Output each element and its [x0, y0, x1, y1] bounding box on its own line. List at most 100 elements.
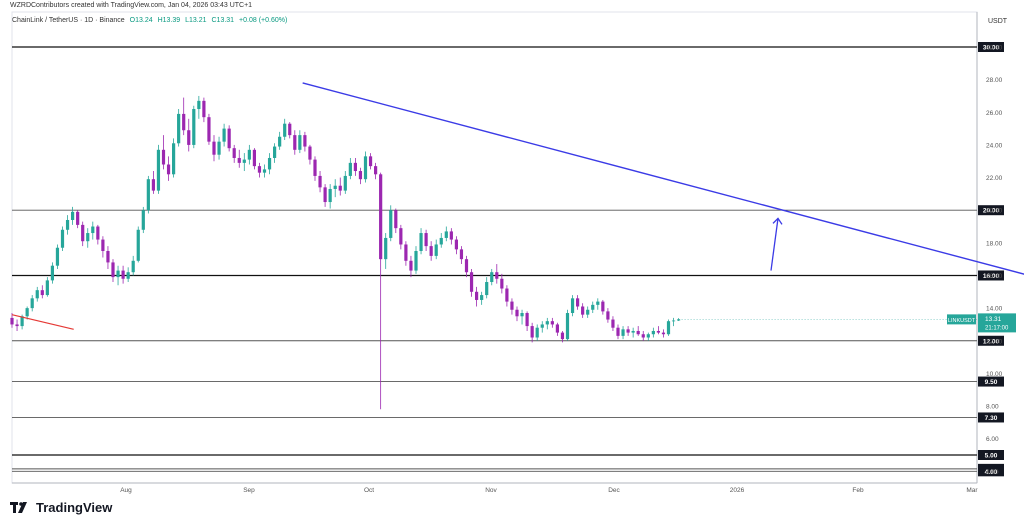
candle-body	[121, 270, 125, 279]
candle-body	[469, 272, 474, 292]
y-tick-label: 28.00	[986, 77, 1003, 84]
candle-body	[409, 260, 413, 271]
x-tick-label: 2026	[730, 487, 745, 494]
candle-body	[247, 149, 251, 160]
candle-body	[565, 313, 570, 340]
y-tick-label: 22.00	[986, 175, 1003, 182]
candle-body	[374, 166, 378, 175]
candle-body	[273, 146, 277, 158]
candle-body	[278, 136, 282, 147]
candle-body	[384, 237, 388, 260]
tradingview-brand-text: TradingView	[36, 500, 113, 515]
candle-body	[212, 141, 216, 155]
candle-body	[252, 149, 256, 167]
tradingview-branding: TradingView	[10, 500, 112, 515]
candle-body	[182, 113, 186, 131]
ohlc-low: L13.21	[185, 17, 207, 24]
candle-body	[60, 229, 65, 248]
level-price-label: 16.00	[983, 273, 1000, 280]
candle-body	[177, 113, 181, 144]
candle-body	[606, 311, 610, 320]
candle-body	[283, 123, 287, 137]
candle-body	[40, 290, 44, 296]
candle-body	[262, 169, 267, 173]
candle-body	[611, 319, 615, 328]
candle-body	[333, 185, 337, 189]
breakout-arrow[interactable]	[770, 218, 779, 271]
candle-body	[242, 159, 246, 163]
candle-body	[192, 109, 196, 145]
last-price-tag	[978, 313, 1016, 333]
candle-body	[671, 320, 676, 322]
candle-body	[389, 210, 393, 238]
candle-body	[25, 308, 29, 317]
x-tick-label: Mar	[966, 487, 978, 494]
descending-trendline[interactable]	[302, 82, 1024, 305]
candle-body	[621, 329, 625, 336]
candle-body	[76, 211, 80, 225]
candle-body	[267, 157, 272, 170]
candle-body	[358, 171, 363, 180]
candle-body	[661, 332, 666, 335]
candle-body	[343, 175, 347, 191]
candle-body	[490, 272, 494, 283]
level-price-label: 12.00	[983, 338, 1000, 345]
candle-body	[30, 298, 34, 309]
candle-body	[166, 164, 171, 175]
candle-body	[555, 324, 559, 333]
y-tick-label: 30.00	[986, 45, 1003, 52]
candle-body	[631, 330, 635, 333]
candle-body	[379, 174, 383, 260]
tradingview-logo-icon	[10, 501, 27, 513]
y-tick-label: 8.00	[986, 404, 999, 411]
y-tick-label: 24.00	[986, 142, 1003, 149]
candle-body	[515, 309, 519, 317]
candle-body	[530, 326, 534, 338]
y-tick-label: 26.00	[986, 110, 1003, 117]
candle-body	[81, 224, 85, 242]
candle-body	[434, 244, 438, 256]
candle-body	[227, 128, 231, 149]
candle-body	[500, 278, 504, 289]
candle-body	[666, 321, 671, 335]
level-price-tag	[978, 335, 1004, 346]
candle-body	[591, 304, 595, 310]
candle-body	[570, 298, 575, 314]
y-tick-label: 12.00	[986, 338, 1003, 345]
symbol-name: ChainLink / TetherUS · 1D · Binance	[12, 17, 125, 24]
candle-body	[323, 187, 327, 203]
x-tick-label: Aug	[120, 487, 132, 494]
candle-body	[313, 159, 317, 176]
x-tick-label: Oct	[364, 487, 374, 494]
candle-body	[576, 298, 580, 307]
candle-body	[646, 334, 650, 338]
candle-body	[126, 272, 130, 279]
level-price-label: 4.00	[985, 469, 998, 476]
level-price-tag	[978, 376, 1004, 387]
candle-body	[419, 233, 423, 251]
candle-body	[404, 244, 408, 261]
candle-body	[65, 219, 70, 230]
candle-body	[156, 149, 161, 191]
red-trendline[interactable]	[11, 314, 74, 330]
level-price-tag	[978, 466, 1004, 477]
candle-body	[475, 291, 479, 300]
candle-body	[550, 321, 554, 325]
candle-body	[480, 295, 484, 300]
candle-body	[257, 166, 262, 173]
candle-body	[545, 321, 549, 325]
candle-body	[454, 239, 458, 250]
candle-body	[641, 334, 645, 338]
candle-body	[161, 149, 166, 165]
y-tick-label: 10.00	[986, 371, 1003, 378]
candle-body	[318, 175, 322, 188]
level-price-tag	[978, 270, 1004, 281]
candle-body	[222, 128, 226, 142]
candle-body	[581, 306, 585, 315]
candle-body	[429, 246, 433, 256]
candle-body	[586, 309, 590, 315]
candle-body	[424, 233, 428, 247]
x-tick-label: Dec	[608, 487, 620, 494]
candle-body	[525, 313, 529, 327]
